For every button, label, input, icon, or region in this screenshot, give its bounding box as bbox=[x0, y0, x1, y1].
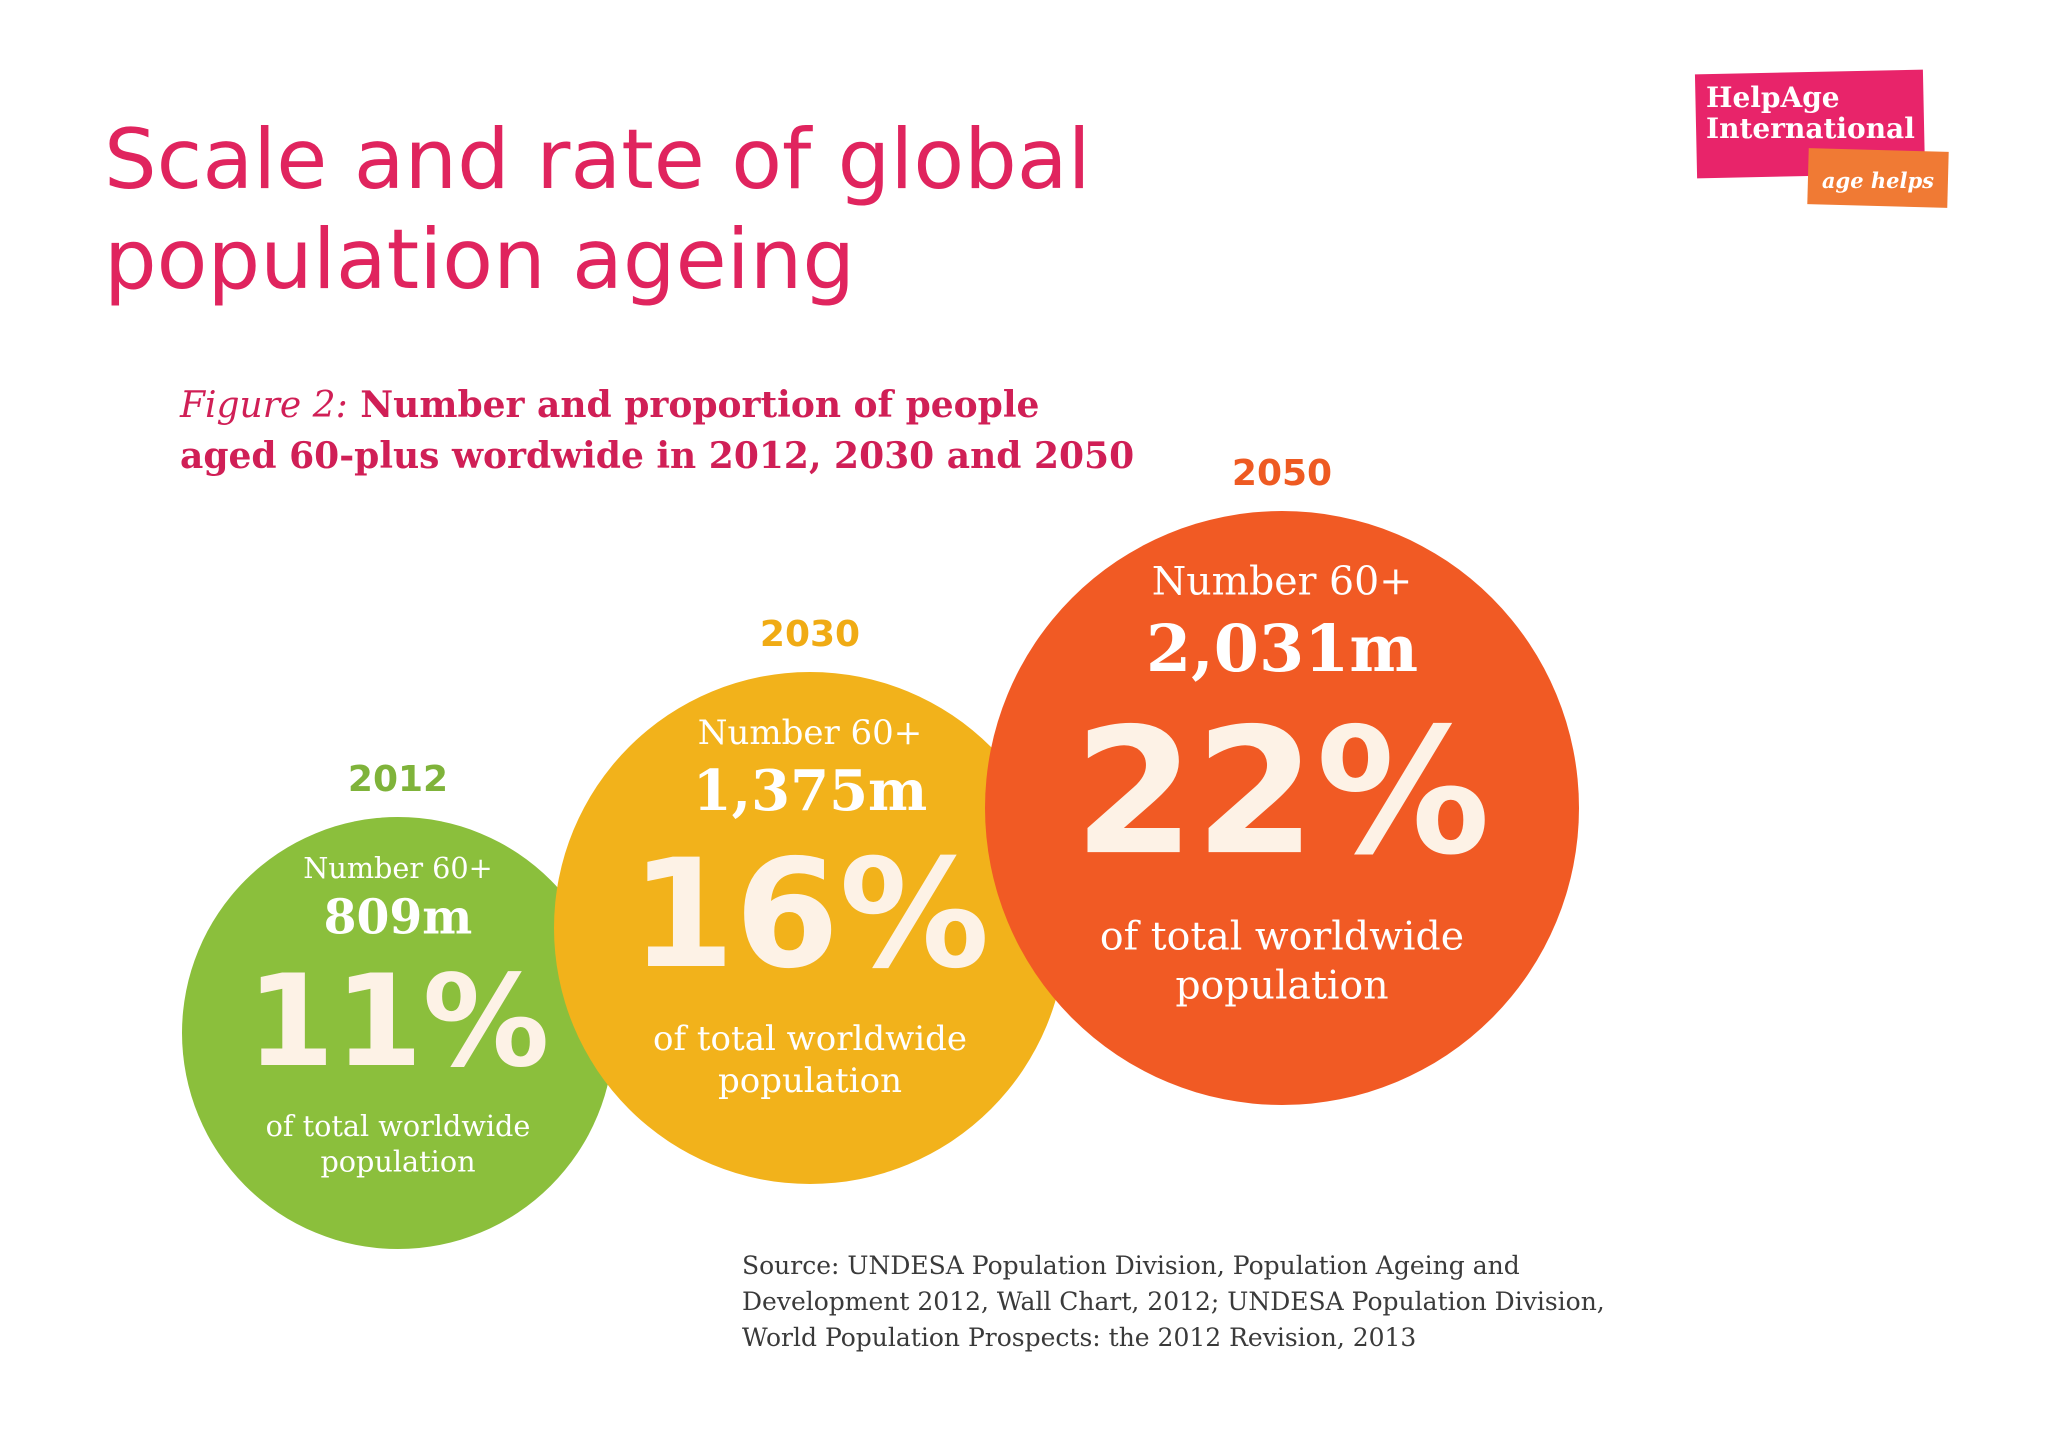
figure-caption-line-1: Number and proportion of people bbox=[360, 384, 1040, 426]
bubble-2030-number-value: 1,375m bbox=[693, 758, 928, 824]
figure-caption-line-2: aged 60-plus wordwide in 2012, 2030 and … bbox=[180, 435, 1135, 477]
page-title: Scale and rate of global population agei… bbox=[104, 110, 1091, 310]
bubble-2012-year-label: 2012 bbox=[348, 759, 448, 800]
bubble-2012 bbox=[182, 817, 614, 1249]
bubble-2012-percent-value: 11% bbox=[247, 948, 550, 1095]
bubble-2050-number-value: 2,031m bbox=[1146, 611, 1418, 687]
bubble-2012-number-value: 809m bbox=[324, 890, 473, 945]
bubble-2030 bbox=[554, 672, 1066, 1184]
logo-name-line-2: International bbox=[1706, 112, 1915, 145]
page-title-line-2: population ageing bbox=[104, 211, 856, 308]
source-line-1: Source: UNDESA Population Division, Popu… bbox=[742, 1251, 1520, 1280]
logo-tagline: age helps bbox=[1821, 168, 1934, 193]
figure-label: Figure 2: bbox=[180, 385, 348, 426]
bubble-2030-percent-caption-2: population bbox=[718, 1061, 902, 1101]
bubble-2030-year-label: 2030 bbox=[760, 614, 860, 655]
bubble-2050-number-label: Number 60+ bbox=[1152, 559, 1413, 605]
bubble-2050-percent-value: 22% bbox=[1074, 691, 1491, 894]
page-title-line-1: Scale and rate of global bbox=[104, 111, 1091, 208]
logo-name-line-1: HelpAge bbox=[1706, 81, 1840, 114]
source-note: Source: UNDESA Population Division, Popu… bbox=[742, 1248, 1605, 1356]
bubble-2030-percent-caption-1: of total worldwide bbox=[653, 1019, 967, 1059]
bubble-2012-percent-caption-1: of total worldwide bbox=[266, 1109, 531, 1143]
bubble-2012-number-label: Number 60+ bbox=[303, 851, 492, 885]
bubble-2050-year-label: 2050 bbox=[1232, 453, 1332, 494]
figure-caption: Figure 2: Number and proportion of peopl… bbox=[180, 380, 1134, 482]
bubble-2030-number-label: Number 60+ bbox=[698, 713, 923, 753]
bubble-2050-percent-caption-1: of total worldwide bbox=[1100, 914, 1464, 960]
logo-name: HelpAge International bbox=[1706, 82, 1915, 144]
source-line-3: World Population Prospects: the 2012 Rev… bbox=[742, 1323, 1417, 1352]
bubble-2050 bbox=[985, 511, 1579, 1105]
bubble-2012-percent-caption-2: population bbox=[320, 1144, 475, 1178]
bubble-2030-percent-value: 16% bbox=[630, 828, 989, 1002]
bubble-2050-percent-caption-2: population bbox=[1175, 962, 1388, 1008]
helpage-logo: HelpAge International age helps bbox=[1694, 69, 1949, 212]
source-line-2: Development 2012, Wall Chart, 2012; UNDE… bbox=[742, 1287, 1605, 1316]
